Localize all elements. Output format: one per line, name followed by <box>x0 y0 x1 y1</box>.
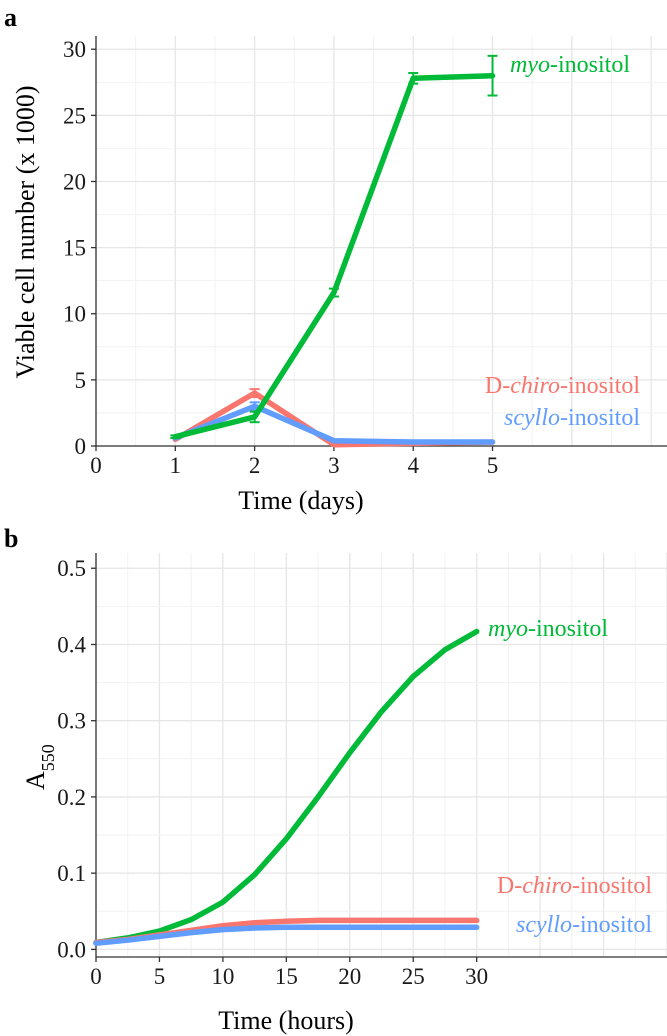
y-tick-label: 20 <box>63 169 86 194</box>
series-label-chiro: D-chiro-inositol <box>485 373 640 399</box>
x-tick-label: 4 <box>407 453 419 478</box>
error-bar-myo <box>249 410 260 424</box>
panel-b-x-axis-title: Time (hours) <box>218 1006 354 1035</box>
panel-b-tick-labels: 0 5 10 15 20 25 30 0.0 0.1 0.2 0.3 0.4 0.5 <box>57 556 488 989</box>
panel-a-grid <box>95 36 667 447</box>
panel-b-series-labels: myo-inositol D-chiro-inositol scyllo-inosi… <box>488 616 652 938</box>
panel-a-series <box>170 54 498 448</box>
panel-a-x-axis-title: Time (days) <box>238 486 363 515</box>
y-tick-label: 25 <box>63 103 86 128</box>
x-tick-label: 2 <box>249 453 261 478</box>
y-tick-label: 0.4 <box>57 632 86 657</box>
error-bar-myo <box>408 72 419 85</box>
y-tick-label: 15 <box>63 236 86 261</box>
series-line-myo <box>93 628 480 946</box>
series-label-chiro: D-chiro-inositol <box>497 873 652 899</box>
panel-b-y-axis-title: A550 <box>21 744 58 790</box>
x-tick-label: 15 <box>275 964 298 989</box>
y-tick-label: 5 <box>75 368 87 393</box>
y-tick-label: 0.1 <box>57 861 86 886</box>
series-line-scyllo <box>93 924 480 947</box>
y-tick-label: 0 <box>75 434 87 459</box>
error-bar-chiro <box>249 388 260 399</box>
y-tick-label: 0.3 <box>57 709 86 734</box>
series-label-scyllo: scyllo-inositol <box>504 405 640 431</box>
error-bar-myo <box>487 54 498 97</box>
panel-b-y-axis-title-subscript: 550 <box>38 744 58 771</box>
series-label-scyllo: scyllo-inositol <box>516 912 652 938</box>
x-tick-label: 30 <box>465 964 488 989</box>
x-tick-label: 10 <box>211 964 234 989</box>
error-bar-myo <box>328 287 339 298</box>
y-tick-label: 30 <box>63 37 86 62</box>
series-label-myo: myo-inositol <box>488 616 608 642</box>
panel-a-tick-labels: 0 1 2 3 4 5 0 5 10 15 20 25 30 <box>63 37 498 478</box>
panel-a-series-labels: D-chiro-inositol scyllo-inositol myo-inosi… <box>485 52 640 431</box>
x-tick-label: 25 <box>402 964 425 989</box>
x-tick-label: 20 <box>338 964 361 989</box>
y-tick-label: 10 <box>63 302 86 327</box>
panel-b-grid <box>95 553 667 958</box>
series-label-myo: myo-inositol <box>510 52 630 78</box>
panel-b-y-axis-title-main: A <box>21 771 50 790</box>
x-tick-label: 0 <box>90 453 102 478</box>
panel-b-series <box>93 628 480 947</box>
x-tick-label: 1 <box>170 453 182 478</box>
error-bar-myo <box>170 434 181 440</box>
x-tick-label: 5 <box>487 453 499 478</box>
x-tick-label: 3 <box>328 453 340 478</box>
panel-a-y-axis-title: Viable cell number (x 1000) <box>11 85 40 378</box>
panel-b-letter: b <box>4 524 18 553</box>
y-tick-label: 0.0 <box>57 937 86 962</box>
x-tick-label: 5 <box>154 964 166 989</box>
panel-a-letter: a <box>4 3 17 32</box>
series-line-scyllo <box>172 403 496 445</box>
x-tick-label: 0 <box>90 964 102 989</box>
y-tick-label: 0.2 <box>57 785 86 810</box>
y-tick-label: 0.5 <box>57 556 86 581</box>
